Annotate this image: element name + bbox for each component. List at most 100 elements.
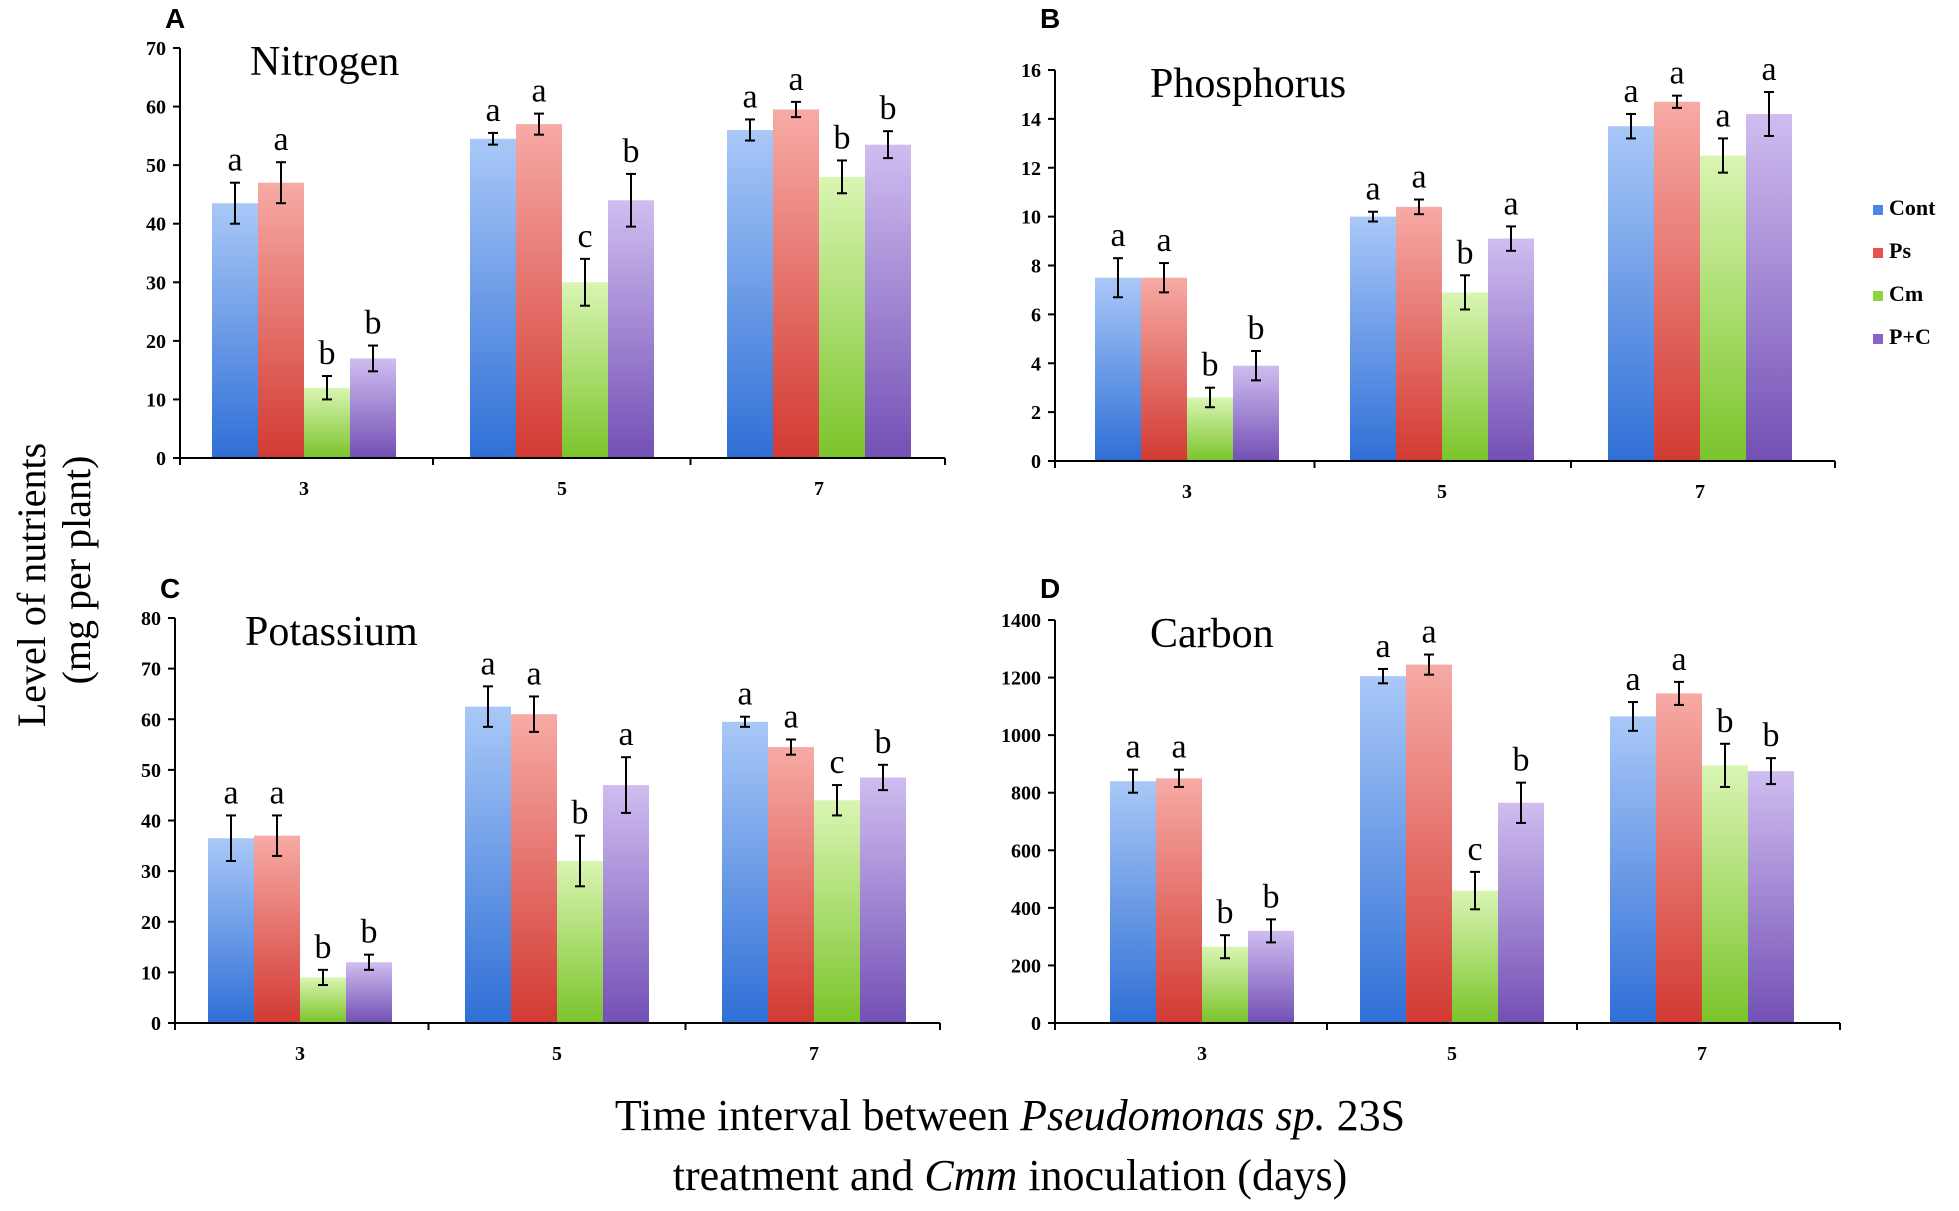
y-axis-label-line2: (mg per plant) <box>54 456 99 685</box>
bar-P+C-5 <box>1498 802 1544 1023</box>
significance-letter: b <box>1248 310 1265 347</box>
bar-Cm-5 <box>1442 292 1488 461</box>
significance-letter: a <box>742 78 757 115</box>
panel-label: A <box>165 3 185 34</box>
bar-P+C-3 <box>346 962 392 1023</box>
significance-letter: b <box>1457 234 1474 271</box>
significance-letter: a <box>783 699 798 736</box>
bar-Ps-7 <box>773 109 819 458</box>
y-tick-label: 1000 <box>1001 725 1041 747</box>
bar-P+C-7 <box>1746 113 1792 462</box>
y-tick-label: 20 <box>146 331 166 353</box>
significance-letter: c <box>577 218 592 255</box>
chart-panel-D: DCarbonaaaaaabcbbbb020040060080010001200… <box>1001 573 1841 1065</box>
legend: Cont Ps Cm P+C <box>1873 195 1936 349</box>
y-tick-label: 12 <box>1021 158 1041 180</box>
y-tick-label: 40 <box>141 811 161 833</box>
significance-letter: a <box>1623 73 1638 110</box>
significance-letter: b <box>623 133 640 170</box>
significance-letter: b <box>361 914 378 951</box>
significance-letter: a <box>1110 217 1125 254</box>
significance-letter: b <box>365 305 382 342</box>
bar-Ps-3 <box>258 182 304 458</box>
bar-P+C-3 <box>1248 930 1294 1023</box>
y-tick-label: 30 <box>141 861 161 883</box>
bar-Ps-5 <box>511 714 557 1023</box>
x-tick-label: 5 <box>557 478 567 500</box>
bar-Cm-5 <box>1452 890 1498 1023</box>
significance-letter: b <box>1513 742 1530 779</box>
panel-label: C <box>160 573 180 604</box>
x-tick-label: 5 <box>1447 1043 1457 1065</box>
panel-label: B <box>1040 3 1060 34</box>
y-tick-label: 70 <box>141 659 161 681</box>
x-tick-label: 7 <box>1695 481 1705 503</box>
y-tick-label: 16 <box>1021 60 1041 82</box>
y-tick-label: 0 <box>1031 1013 1041 1035</box>
significance-letter: c <box>829 744 844 781</box>
significance-letter: b <box>1263 878 1280 915</box>
significance-letter: a <box>1669 55 1684 92</box>
y-tick-label: 0 <box>151 1013 161 1035</box>
y-tick-label: 0 <box>1031 451 1041 473</box>
significance-letter: a <box>223 774 238 811</box>
bar-Cm-5 <box>557 861 603 1023</box>
significance-letter: a <box>1761 51 1776 88</box>
significance-letter: b <box>1217 894 1234 931</box>
y-tick-label: 80 <box>141 608 161 630</box>
legend-swatch-Cont <box>1873 205 1883 215</box>
bar-Cont-3 <box>1095 277 1141 461</box>
significance-letter: a <box>526 655 541 692</box>
significance-letter: a <box>1365 171 1380 208</box>
legend-label-Ps: Ps <box>1889 238 1911 263</box>
significance-letter: b <box>880 90 897 127</box>
y-tick-label: 0 <box>156 448 166 470</box>
bar-Cm-3 <box>1202 946 1248 1023</box>
y-tick-label: 1200 <box>1001 668 1041 690</box>
y-tick-label: 60 <box>141 709 161 731</box>
chart-title: Nitrogen <box>250 39 399 85</box>
significance-letter: a <box>1625 661 1640 698</box>
x-tick-label: 3 <box>1182 481 1192 503</box>
significance-letter: b <box>875 724 892 761</box>
bar-Ps-5 <box>1406 664 1452 1023</box>
chart-title: Potassium <box>245 609 418 655</box>
significance-letter: a <box>485 92 500 129</box>
y-tick-label: 10 <box>141 962 161 984</box>
significance-letter: b <box>1717 703 1734 740</box>
bar-Cont-7 <box>1608 126 1654 462</box>
y-tick-label: 70 <box>146 38 166 60</box>
y-tick-label: 50 <box>141 760 161 782</box>
y-tick-label: 10 <box>1021 207 1041 229</box>
bar-Cm-7 <box>819 176 865 458</box>
bar-P+C-5 <box>603 785 649 1023</box>
legend-swatch-P+C <box>1873 334 1883 344</box>
significance-letter: a <box>1671 641 1686 678</box>
bar-Ps-7 <box>1656 693 1702 1023</box>
significance-letter: a <box>531 73 546 110</box>
y-tick-label: 8 <box>1031 256 1041 278</box>
bar-Cm-7 <box>1700 155 1746 461</box>
y-tick-label: 14 <box>1021 109 1041 131</box>
y-tick-label: 800 <box>1011 783 1041 805</box>
legend-label-Cont: Cont <box>1889 195 1936 220</box>
x-tick-label: 3 <box>299 478 309 500</box>
bar-P+C-3 <box>1233 365 1279 461</box>
bar-Ps-3 <box>1141 277 1187 461</box>
bar-Cont-5 <box>1360 676 1406 1023</box>
significance-letter: a <box>788 61 803 98</box>
significance-letter: b <box>572 795 589 832</box>
bar-Cm-5 <box>562 282 608 458</box>
bar-P+C-3 <box>350 358 396 458</box>
bar-Ps-5 <box>516 124 562 459</box>
y-tick-label: 50 <box>146 155 166 177</box>
bar-Cont-7 <box>1610 716 1656 1023</box>
y-tick-label: 10 <box>146 389 166 411</box>
significance-letter: a <box>1411 159 1426 196</box>
y-tick-label: 30 <box>146 272 166 294</box>
bar-Cm-7 <box>814 800 860 1023</box>
bar-Ps-3 <box>254 835 300 1023</box>
significance-letter: c <box>1467 831 1482 868</box>
